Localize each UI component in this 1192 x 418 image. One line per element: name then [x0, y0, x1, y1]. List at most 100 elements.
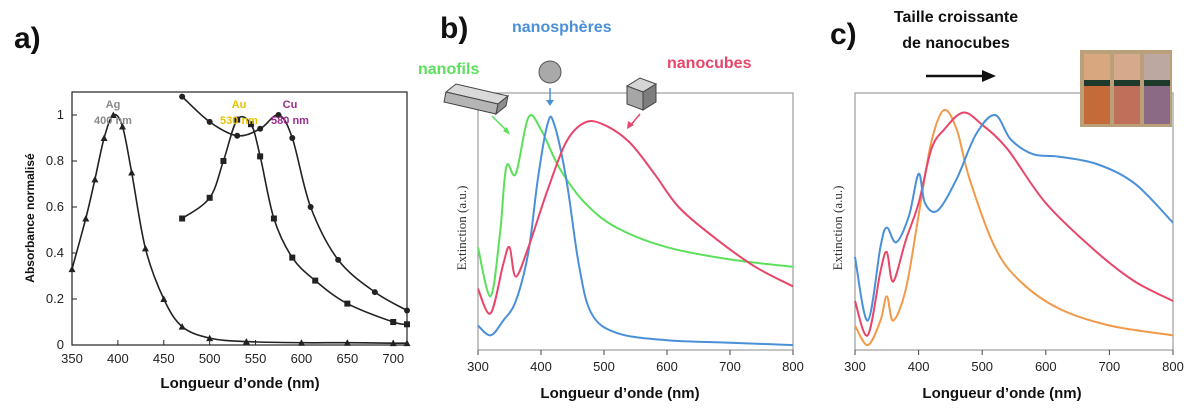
nanofils-arrowhead	[503, 127, 510, 135]
vials-photo-icon	[1080, 50, 1172, 127]
a-xtick-label: 400	[107, 351, 129, 366]
panel-a-y-ticks: 0 0.2 0.4 0.6 0.8 1	[46, 107, 77, 352]
c-xtick-label: 300	[844, 359, 866, 374]
a-marker-ag	[141, 244, 149, 252]
a-marker-ag	[178, 323, 186, 330]
panel-c-letter: c)	[830, 18, 857, 51]
nanospheres-arrowhead	[546, 100, 554, 106]
a-marker-ag	[91, 175, 99, 183]
a-marker-au	[344, 300, 351, 307]
panel-a-ylabel: Absorbance normalisé	[23, 153, 37, 283]
a-ytick-label: 1	[57, 107, 64, 122]
a-marker-au	[179, 215, 186, 222]
b-series-line-3	[477, 120, 794, 315]
nanocubes-arrowhead	[627, 121, 634, 129]
a-marker-au	[390, 319, 397, 325]
a-marker-ag	[100, 134, 108, 141]
c-series-line-1	[854, 108, 1174, 347]
a-marker-au	[289, 254, 296, 261]
a-marker-ag	[242, 338, 250, 345]
a-xtick-label: 500	[199, 351, 221, 366]
a-marker-ag	[403, 339, 411, 347]
panel-c-xlabel: Longueur d’onde (nm)	[922, 385, 1081, 402]
panel-c-title-line1: Taille croissante	[894, 9, 1018, 26]
a-ytick-label: 0.8	[46, 153, 64, 168]
panel-a-frame	[71, 91, 408, 346]
a-xtick-label: 550	[245, 351, 267, 366]
b-xtick-label: 800	[782, 359, 804, 374]
a-series-line-cu	[181, 96, 408, 312]
c-xtick-label: 600	[1035, 359, 1057, 374]
b-xtick-label: 700	[719, 359, 741, 374]
a-marker-ag	[68, 265, 76, 273]
a-marker-ag	[389, 339, 397, 347]
c-series-line-3	[854, 114, 1174, 322]
a-xtick-label: 700	[382, 351, 404, 366]
a-marker-ag	[343, 339, 351, 346]
panel-b-xlabel: Longueur d’onde (nm)	[540, 385, 699, 402]
a-series-line-au	[181, 115, 408, 326]
c-xtick-label: 500	[971, 359, 993, 374]
b-xtick-label: 400	[530, 359, 552, 374]
a-marker-cu	[275, 112, 282, 118]
a-marker-ag	[206, 334, 214, 342]
a-marker-cu	[179, 93, 186, 100]
nanosphere-icon	[538, 60, 562, 84]
b-series-line-2	[477, 115, 794, 347]
annotation-au-metal: Au	[232, 99, 247, 111]
nanocube-icon	[625, 77, 658, 111]
annotation-ag-peak: 400 nm	[94, 115, 132, 127]
annotation-ag-metal: Ag	[106, 99, 121, 111]
size-arrow-head	[982, 70, 996, 82]
a-ytick-label: 0.4	[46, 245, 64, 260]
b-xtick-label: 600	[656, 359, 678, 374]
panel-a-xlabel: Longueur d’onde (nm)	[160, 375, 319, 392]
annotation-au-peak: 530 nm	[220, 115, 258, 127]
a-ytick-label: 0.2	[46, 291, 64, 306]
a-xtick-label: 600	[291, 351, 313, 366]
a-marker-au	[404, 321, 410, 328]
panel-b-series	[477, 114, 794, 347]
panel-b-ylabel: Extinction (a.u.)	[454, 186, 469, 271]
panel-a-chart: 00.20.40.60.81 350 400 450 500 550 600 650 700 …	[23, 91, 411, 392]
a-marker-au	[312, 277, 319, 284]
a-marker-cu	[371, 289, 378, 296]
a-marker-au	[234, 116, 241, 123]
a-marker-au	[220, 158, 227, 164]
a-marker-ag	[109, 111, 117, 118]
a-xtick-label: 650	[336, 351, 358, 366]
annotation-cu-peak: 580 nm	[271, 115, 309, 127]
a-marker-ag	[128, 169, 136, 176]
a-ytick-label: 0.6	[46, 199, 64, 214]
a-marker-cu	[307, 204, 314, 210]
label-nanospheres: nanosphères	[512, 19, 612, 36]
a-marker-cu	[289, 135, 296, 141]
panel-c-ylabel: Extinction (a.u.)	[830, 186, 845, 271]
a-marker-au	[257, 153, 264, 160]
panel-c-frame	[854, 92, 1174, 351]
b-xtick-label: 500	[593, 359, 615, 374]
panel-a-x-ticks: 350 400 450 500 550 600 650 700	[61, 340, 404, 366]
b-xtick-label: 300	[467, 359, 489, 374]
panel-c-x-ticks: 300 400 500 600 700 800	[844, 350, 1184, 374]
a-xtick-label: 350	[61, 351, 83, 366]
panel-b-chart: 300 400 500 600 700 800 Extinction (a.u.) Lon…	[418, 19, 804, 402]
a-marker-ag	[82, 215, 90, 222]
a-marker-cu	[234, 132, 241, 139]
panel-c-series	[854, 108, 1174, 347]
a-marker-au	[247, 121, 254, 128]
panel-a-series	[68, 93, 411, 347]
b-series-line-1	[477, 114, 794, 298]
a-marker-cu	[206, 118, 213, 125]
c-xtick-label: 400	[908, 359, 930, 374]
a-marker-ag	[160, 295, 168, 302]
panel-a-letter: a)	[14, 22, 41, 55]
a-xtick-label: 450	[153, 351, 175, 366]
a-marker-cu	[257, 125, 264, 132]
c-series-line-2	[854, 111, 1174, 337]
a-marker-ag	[118, 123, 126, 130]
label-nanocubes: nanocubes	[667, 55, 752, 72]
panel-b-x-ticks: 300 400 500 600 700 800	[467, 350, 804, 374]
c-xtick-label: 800	[1162, 359, 1184, 374]
panel-c-title-line2: de nanocubes	[902, 35, 1010, 52]
